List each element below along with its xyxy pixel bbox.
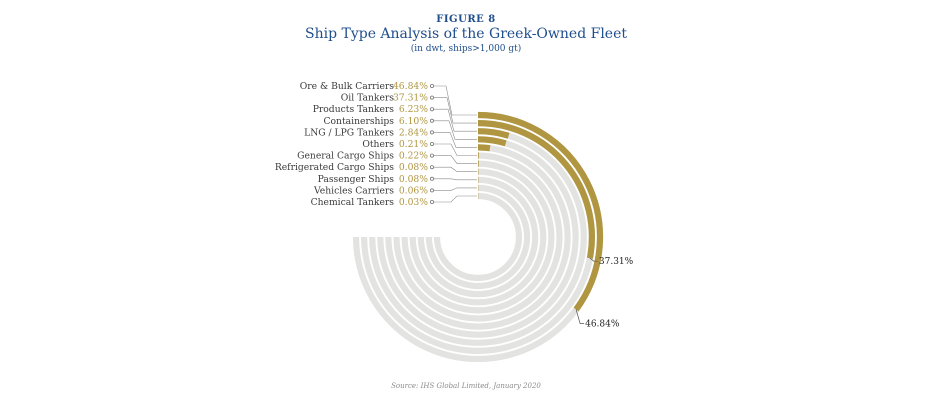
- track-chemical-tankers: [433, 192, 523, 282]
- legend-name-passenger-ships: Passenger Ships: [318, 174, 395, 185]
- legend-name-oil-tankers: Oil Tankers: [341, 93, 395, 104]
- track-products-tankers: [369, 128, 587, 346]
- leader-line-passenger-ships: [434, 178, 477, 181]
- leader-dot-lng-lpg-tankers: [429, 130, 434, 135]
- legend-name-vehicles-carriers: Vehicles Carriers: [313, 185, 394, 196]
- legend-name-general-cargo-ships: General Cargo Ships: [297, 151, 394, 162]
- legend-value-lng-lpg-tankers: 2.84%: [399, 127, 428, 138]
- legend-value-refrigerated-cargo-ships: 0.08%: [399, 162, 428, 173]
- legend-name-ore-bulk-carriers: Ore & Bulk Carriers: [300, 81, 395, 92]
- leader-line-lng-lpg-tankers: [434, 132, 477, 148]
- leader-dot-general-cargo-ships: [429, 153, 434, 158]
- leader-line-refrigerated-cargo-ships: [434, 166, 477, 172]
- leader-dot-ore-bulk-carriers: [429, 84, 434, 89]
- leader-line-ore-bulk-carriers: [434, 85, 477, 116]
- legend-value-others: 0.21%: [399, 139, 428, 150]
- leader-dot-chemical-tankers: [429, 199, 434, 204]
- legend-name-lng-lpg-tankers: LNG / LPG Tankers: [304, 127, 394, 138]
- leader-line-products-tankers: [434, 108, 477, 132]
- leader-line-vehicles-carriers: [434, 187, 477, 191]
- leader-line-others: [434, 143, 477, 156]
- track-passenger-ships: [417, 176, 539, 298]
- leader-dot-passenger-ships: [429, 176, 434, 181]
- bar-oil-tankers: [477, 120, 595, 259]
- chart-title: Ship Type Analysis of the Greek-Owned Fl…: [304, 26, 627, 42]
- end-leader-ore-bulk-carriers: [575, 309, 585, 324]
- legend-name-refrigerated-cargo-ships: Refrigerated Cargo Ships: [275, 162, 394, 173]
- bar-lng-lpg-tankers: [477, 144, 491, 152]
- leader-dot-oil-tankers: [429, 95, 434, 100]
- legend-value-products-tankers: 6.23%: [399, 104, 428, 115]
- track-vehicles-carriers: [425, 184, 531, 290]
- legend-value-chemical-tankers: 0.03%: [399, 197, 428, 208]
- chart-subtitle: (in dwt, ships>1,000 gt): [410, 44, 522, 54]
- legend-name-products-tankers: Products Tankers: [313, 104, 395, 115]
- legend-value-general-cargo-ships: 0.22%: [399, 151, 428, 162]
- track-containerships: [377, 136, 579, 338]
- leader-dot-others: [429, 141, 434, 146]
- bar-ore-bulk-carriers: [477, 111, 604, 312]
- legend-value-ore-bulk-carriers: 46.84%: [393, 81, 428, 92]
- end-label-ore-bulk-carriers: 46.84%: [585, 320, 620, 330]
- leader-dot-vehicles-carriers: [429, 188, 434, 193]
- legend-value-passenger-ships: 0.08%: [399, 174, 428, 185]
- leader-line-chemical-tankers: [434, 195, 477, 203]
- bar-containerships: [477, 136, 507, 147]
- leader-dot-products-tankers: [429, 107, 434, 112]
- end-label-oil-tankers: 37.31%: [599, 257, 634, 267]
- track-lng-lpg-tankers: [385, 144, 571, 330]
- track-general-cargo-ships: [401, 160, 555, 314]
- leader-dot-refrigerated-cargo-ships: [429, 165, 434, 170]
- leader-line-oil-tankers: [434, 97, 477, 124]
- figure-label: FIGURE 8: [436, 14, 496, 25]
- source-note: Source: IHS Global Limited, January 2020: [391, 382, 541, 390]
- legend-value-vehicles-carriers: 0.06%: [399, 185, 428, 196]
- end-leader-oil-tankers: [589, 257, 598, 262]
- legend-name-others: Others: [362, 139, 394, 150]
- leader-line-general-cargo-ships: [434, 155, 477, 164]
- legend-name-containerships: Containerships: [324, 116, 395, 127]
- track-refrigerated-cargo-ships: [409, 168, 547, 306]
- legend-name-chemical-tankers: Chemical Tankers: [311, 197, 395, 208]
- legend-value-containerships: 6.10%: [399, 116, 428, 127]
- bar-products-tankers: [477, 128, 510, 139]
- legend-value-oil-tankers: 37.31%: [393, 93, 428, 104]
- leader-dot-containerships: [429, 118, 434, 123]
- leader-line-containerships: [434, 120, 477, 140]
- track-others: [393, 152, 563, 322]
